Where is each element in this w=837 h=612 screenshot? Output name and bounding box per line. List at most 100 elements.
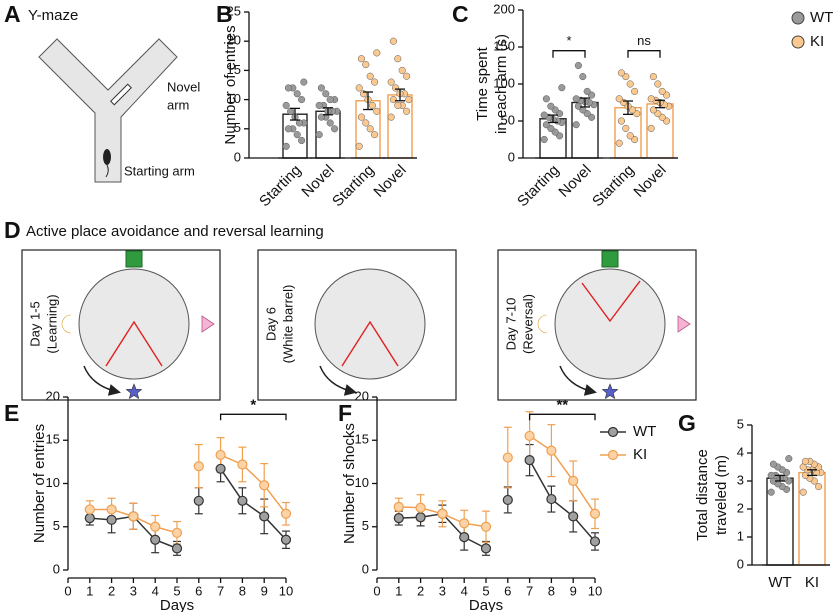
legend-label: KI xyxy=(810,33,824,50)
y-tick-label: 20 xyxy=(355,388,369,403)
data-point xyxy=(373,49,381,57)
y-axis-label: Number of shocks xyxy=(341,423,358,544)
marker xyxy=(215,463,226,474)
data-point xyxy=(373,107,381,115)
rotation-arrow xyxy=(319,365,357,396)
legend-label: WT xyxy=(810,9,833,26)
x-tick-label: 7 xyxy=(217,583,224,598)
x-tick-label: Novel xyxy=(555,162,594,201)
series-line xyxy=(398,435,596,528)
data-point xyxy=(622,124,630,132)
y-axis-label: Time spent xyxy=(474,46,491,120)
rotation-arrow xyxy=(83,365,121,396)
data-point xyxy=(626,80,634,88)
x-tick-label: 6 xyxy=(195,583,202,598)
marker xyxy=(171,543,183,554)
data-point xyxy=(574,102,582,110)
data-point xyxy=(331,125,339,133)
significance-bracket xyxy=(552,50,586,58)
data-point xyxy=(615,95,623,103)
data-point xyxy=(767,471,775,479)
cue-star xyxy=(601,383,619,400)
data-point xyxy=(617,117,625,125)
marker xyxy=(502,494,513,506)
day-label: Day 7-10 xyxy=(503,298,518,351)
cue-square xyxy=(125,250,143,268)
x-tick-label: Starting xyxy=(329,162,378,211)
x-tick-label: Novel xyxy=(370,162,409,201)
marker xyxy=(589,536,601,547)
panel-label: F xyxy=(338,400,352,426)
ymaze-title: Y-maze xyxy=(28,7,78,24)
series-line xyxy=(89,468,287,550)
x-tick-label: 9 xyxy=(261,583,268,598)
day-label: (White barrel) xyxy=(280,285,295,364)
data-point xyxy=(387,78,395,86)
data-point xyxy=(579,73,587,81)
marker xyxy=(568,511,579,522)
x-tick-label: 6 xyxy=(504,583,511,598)
data-point xyxy=(282,101,290,109)
data-point xyxy=(649,73,657,81)
y-tick-label: 5 xyxy=(737,416,744,431)
x-tick-label: 4 xyxy=(152,583,159,598)
x-tick-label: 10 xyxy=(588,583,602,598)
data-point xyxy=(362,119,370,127)
data-point xyxy=(392,84,400,92)
data-point xyxy=(615,139,623,147)
y-tick-label: 20 xyxy=(227,33,241,48)
y-axis-label: Number of entries xyxy=(31,424,48,543)
marker xyxy=(237,459,248,470)
data-point xyxy=(317,84,325,92)
panel-label: A xyxy=(4,1,21,27)
data-point xyxy=(282,142,290,150)
data-point xyxy=(767,488,775,496)
data-point xyxy=(298,136,306,145)
legend-marker xyxy=(607,426,619,438)
data-point xyxy=(558,84,566,92)
marker xyxy=(280,508,292,519)
marker xyxy=(393,512,404,524)
panel-label: D xyxy=(4,217,21,243)
data-point xyxy=(631,87,639,95)
marker xyxy=(568,475,579,487)
novel-arm-label: Novel xyxy=(167,79,200,94)
x-tick-label: 0 xyxy=(64,583,71,598)
y-tick-label: 15 xyxy=(355,432,369,447)
y-tick-label: 15 xyxy=(46,432,60,447)
legend-label: WT xyxy=(633,423,656,440)
data-point xyxy=(617,69,625,77)
y-tick-label: 5 xyxy=(362,518,369,533)
data-point xyxy=(572,121,580,129)
x-tick-label: 7 xyxy=(526,583,533,598)
x-axis-label: Days xyxy=(160,597,194,612)
y-axis-label: traveled (m) xyxy=(713,455,730,535)
x-tick-label: 3 xyxy=(130,583,137,598)
data-point xyxy=(284,125,292,133)
data-point xyxy=(542,95,550,103)
data-point xyxy=(371,78,379,86)
cue-triangle xyxy=(201,315,215,333)
y-axis-label: Total distance xyxy=(694,449,711,541)
legend-label: KI xyxy=(633,446,647,463)
shock-zone xyxy=(105,320,163,367)
marker xyxy=(193,495,204,506)
marker xyxy=(546,493,557,505)
cue-triangle xyxy=(677,315,691,333)
data-point xyxy=(293,90,301,98)
data-point xyxy=(357,55,365,63)
cue-star xyxy=(125,383,143,400)
y-tick-label: 150 xyxy=(493,38,515,53)
significance-label: * xyxy=(250,396,256,413)
data-point xyxy=(366,125,374,133)
y-tick-label: 25 xyxy=(227,3,241,18)
apa-title: Active place avoidance and reversal lear… xyxy=(26,223,324,240)
marker xyxy=(237,495,248,506)
data-point xyxy=(654,80,662,88)
y-tick-label: 10 xyxy=(355,475,369,490)
data-point xyxy=(315,101,323,109)
x-tick-label: Starting xyxy=(589,162,638,211)
marker xyxy=(150,534,161,545)
day-label: Day 6 xyxy=(263,307,278,341)
y-tick-label: 0 xyxy=(737,556,744,571)
